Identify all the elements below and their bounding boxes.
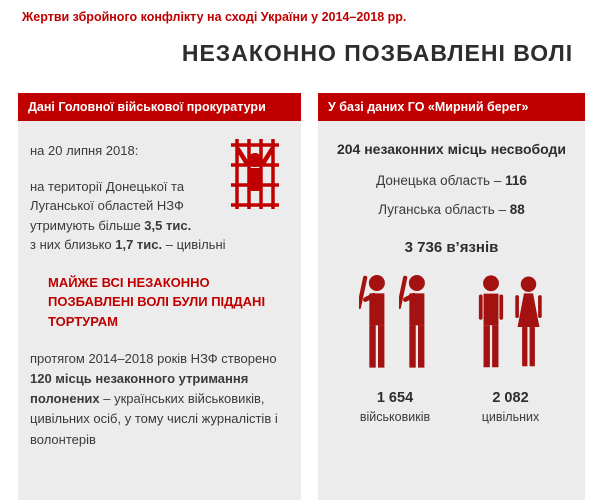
soldier-with-rifle-icon (396, 270, 431, 378)
page-supertitle: Жертви збройного конфлікту на сході Укра… (22, 10, 407, 24)
right-panel: У базі даних ГО «Мирний берег» 204 незак… (318, 93, 585, 500)
soldier-with-rifle-icon (356, 270, 391, 378)
civilian-count: 2 082 (492, 390, 529, 406)
military-count: 1 654 (376, 390, 414, 406)
date-line: на 20 липня 2018: (30, 143, 139, 158)
region-label: Донецька область – (376, 173, 506, 188)
detention-places-paragraph: протягом 2014–2018 років НЗФ створено 12… (30, 351, 278, 447)
detainees-paragraph: на території Донецької та Луганської обл… (30, 178, 226, 253)
civilian-group: 2 082 цивільних (477, 270, 544, 424)
right-panel-body: 204 незаконних місць несвободи Донецька … (318, 121, 585, 424)
pictogram-row: 1 654 військовиків (326, 270, 577, 424)
civilian-icons (477, 270, 544, 378)
left-panel: Дані Головної військової прокуратури на … (18, 93, 301, 500)
civilian-label: цивільних (481, 410, 540, 424)
region-label: Луганська область – (378, 202, 510, 217)
torture-highlight: МАЙЖЕ ВСІ НЕЗАКОННО ПОЗБАВЛЕНІ ВОЛІ БУЛИ… (48, 274, 266, 329)
woman-icon (513, 270, 544, 378)
military-group: 1 654 військовиків (356, 270, 431, 424)
military-label: військовиків (359, 410, 431, 424)
region-value: 116 (505, 173, 527, 188)
region-line-donetsk: Донецька область – 116 (326, 173, 577, 188)
prisoners-total-line: 3 736 в’язнів (404, 239, 499, 256)
man-icon (477, 270, 505, 378)
total-places-line: 204 незаконних місць несвободи (336, 141, 567, 157)
page-title: НЕЗАКОННО ПОЗБАВЛЕНІ ВОЛІ (181, 40, 574, 66)
left-panel-body: на 20 липня 2018: (18, 121, 301, 450)
right-panel-header: У базі даних ГО «Мирний берег» (318, 93, 585, 121)
region-line-luhansk: Луганська область – 88 (326, 202, 577, 217)
prisoner-behind-bars-icon (231, 139, 279, 209)
military-icons (356, 270, 431, 378)
left-panel-header: Дані Головної військової прокуратури (18, 93, 301, 121)
region-value: 88 (509, 202, 525, 217)
